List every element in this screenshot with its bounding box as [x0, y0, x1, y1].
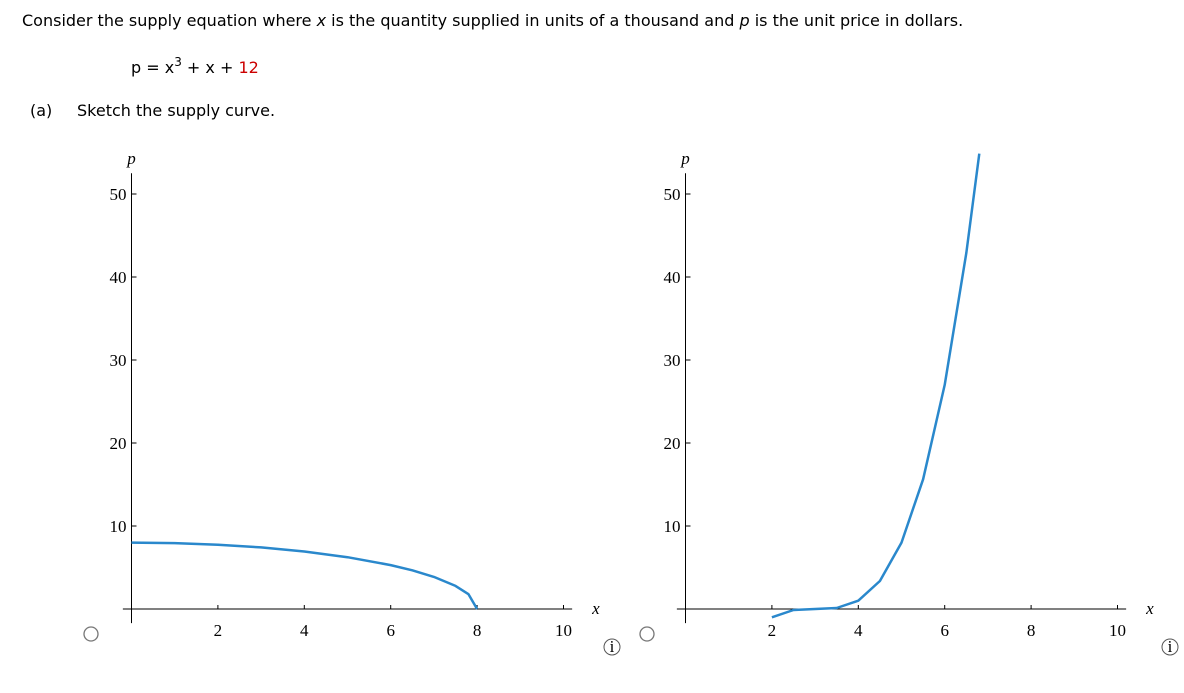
var: x — [316, 11, 327, 30]
eq-lhs: p = x — [131, 58, 174, 77]
question-intro: Consider the supply equation where x is … — [22, 11, 963, 30]
part-label: (a) — [30, 101, 52, 120]
x-tick-label: 10 — [555, 621, 572, 640]
x-axis-label: x — [1145, 599, 1154, 618]
supply-curve — [771, 153, 981, 619]
text: is the unit price in dollars. — [750, 11, 964, 30]
eq-power: 3 — [174, 55, 182, 69]
info-icon[interactable] — [1161, 638, 1179, 656]
y-tick-label: 50 — [664, 185, 681, 204]
x-tick-label: 6 — [940, 621, 949, 640]
text: Consider the supply equation where — [22, 11, 317, 30]
radio-button[interactable] — [639, 626, 655, 642]
info-icon-text: i — [610, 637, 615, 656]
supply-curve — [131, 541, 479, 610]
y-axis-label: p — [126, 149, 136, 168]
x-tick-label: 8 — [1027, 621, 1036, 640]
x-tick-label: 8 — [473, 621, 482, 640]
eq-rest: + x + — [182, 58, 239, 77]
y-tick-label: 10 — [110, 517, 127, 536]
x-tick-label: 4 — [300, 621, 309, 640]
y-tick-label: 30 — [110, 351, 127, 370]
part-text: Sketch the supply curve. — [77, 101, 275, 120]
x-tick-label: 10 — [1109, 621, 1126, 640]
info-icon-text: i — [1168, 637, 1173, 656]
y-tick-label: 40 — [664, 268, 681, 287]
info-icon[interactable] — [603, 638, 621, 656]
y-tick-label: 20 — [110, 434, 127, 453]
equation: p = x3 + x + 12 — [131, 55, 259, 77]
x-axis-label: x — [591, 599, 600, 618]
y-tick-label: 30 — [664, 351, 681, 370]
radio-button[interactable] — [83, 626, 99, 642]
var: p — [738, 11, 749, 30]
y-tick-label: 40 — [110, 268, 127, 287]
x-tick-label: 2 — [768, 621, 777, 640]
y-tick-label: 20 — [664, 434, 681, 453]
x-tick-label: 4 — [854, 621, 863, 640]
y-tick-label: 10 — [664, 517, 681, 536]
y-axis-label: p — [680, 149, 690, 168]
x-tick-label: 6 — [386, 621, 395, 640]
y-tick-label: 50 — [110, 185, 127, 204]
x-tick-label: 2 — [214, 621, 223, 640]
eq-constant: 12 — [238, 58, 258, 77]
text: is the quantity supplied in units of a t… — [326, 11, 739, 30]
